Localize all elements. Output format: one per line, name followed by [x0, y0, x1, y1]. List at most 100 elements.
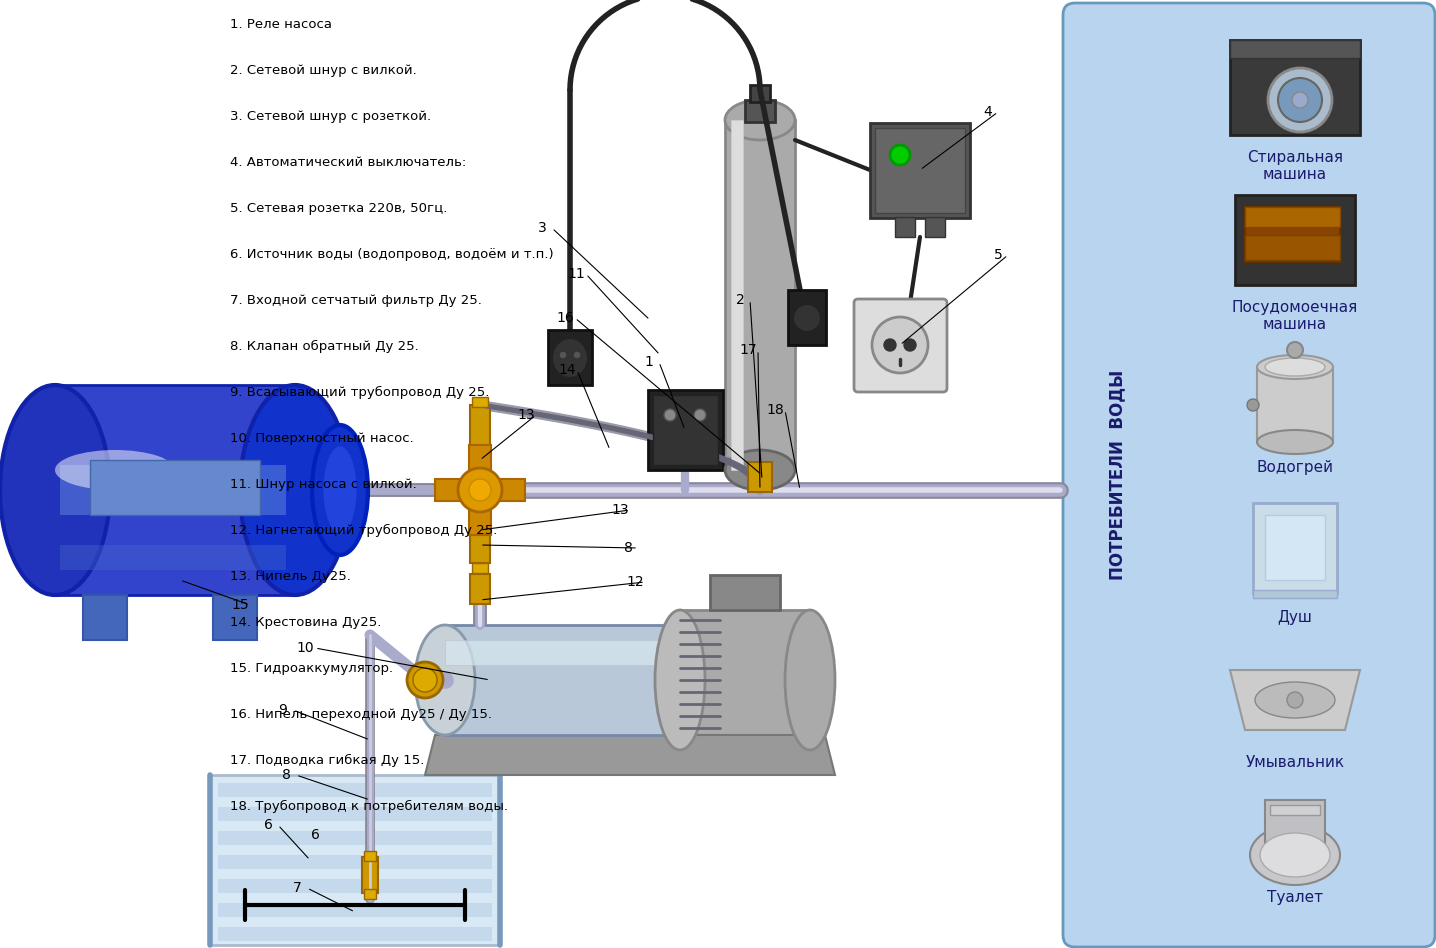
Text: 15: 15: [231, 598, 248, 612]
Text: 17. Подводка гибкая Ду 15.: 17. Подводка гибкая Ду 15.: [230, 754, 425, 767]
Ellipse shape: [645, 625, 705, 735]
Circle shape: [573, 351, 582, 359]
FancyBboxPatch shape: [60, 545, 286, 570]
FancyBboxPatch shape: [218, 807, 493, 821]
Ellipse shape: [1249, 825, 1340, 885]
FancyBboxPatch shape: [875, 128, 965, 213]
FancyBboxPatch shape: [1254, 503, 1337, 593]
Text: 13: 13: [517, 408, 534, 422]
FancyBboxPatch shape: [218, 879, 493, 893]
FancyBboxPatch shape: [750, 85, 770, 102]
Ellipse shape: [1256, 430, 1333, 454]
Text: 8: 8: [281, 768, 290, 782]
Text: 7: 7: [293, 881, 302, 895]
FancyBboxPatch shape: [1231, 40, 1360, 58]
FancyBboxPatch shape: [472, 397, 488, 407]
Text: Туалет: Туалет: [1267, 890, 1323, 905]
Circle shape: [663, 409, 676, 421]
FancyBboxPatch shape: [470, 445, 491, 535]
Circle shape: [1278, 78, 1323, 122]
Circle shape: [885, 339, 896, 351]
FancyBboxPatch shape: [1256, 367, 1333, 442]
FancyBboxPatch shape: [1245, 207, 1340, 262]
Circle shape: [458, 468, 503, 512]
Text: 1. Реле насоса: 1. Реле насоса: [230, 18, 332, 31]
Text: 9: 9: [279, 703, 287, 717]
Text: ПОТРЕБИТЕЛИ  ВОДЫ: ПОТРЕБИТЕЛИ ВОДЫ: [1109, 370, 1126, 580]
Circle shape: [872, 317, 928, 373]
Ellipse shape: [415, 625, 475, 735]
Polygon shape: [1231, 670, 1360, 730]
Ellipse shape: [1256, 355, 1333, 379]
FancyBboxPatch shape: [1265, 515, 1325, 580]
FancyBboxPatch shape: [445, 640, 675, 665]
Text: 6: 6: [264, 818, 273, 832]
Ellipse shape: [312, 425, 368, 555]
Text: 4. Автоматический выключатель:: 4. Автоматический выключатель:: [230, 156, 467, 169]
Text: 13. Нипель Ду25.: 13. Нипель Ду25.: [230, 570, 350, 583]
FancyBboxPatch shape: [470, 574, 490, 604]
Text: 18: 18: [767, 403, 784, 417]
Text: 14: 14: [559, 363, 576, 377]
FancyBboxPatch shape: [1254, 590, 1337, 598]
FancyBboxPatch shape: [1235, 195, 1356, 285]
FancyBboxPatch shape: [748, 462, 773, 492]
FancyBboxPatch shape: [218, 927, 493, 941]
FancyBboxPatch shape: [472, 563, 488, 573]
Text: 14. Крестовина Ду25.: 14. Крестовина Ду25.: [230, 616, 382, 629]
Circle shape: [890, 145, 910, 165]
Text: 15. Гидроаккумулятор.: 15. Гидроаккумулятор.: [230, 662, 393, 675]
FancyBboxPatch shape: [83, 595, 126, 640]
Text: 9. Всасывающий трубопровод Ду 25.: 9. Всасывающий трубопровод Ду 25.: [230, 386, 490, 399]
FancyBboxPatch shape: [549, 330, 592, 385]
Text: 10. Поверхностный насос.: 10. Поверхностный насос.: [230, 432, 414, 445]
FancyBboxPatch shape: [745, 100, 775, 122]
Ellipse shape: [1255, 682, 1335, 718]
Text: 16. Нипель переходной Ду25 / Ду 15.: 16. Нипель переходной Ду25 / Ду 15.: [230, 708, 493, 721]
Ellipse shape: [551, 338, 587, 378]
Text: 5. Сетевая розетка 220в, 50гц.: 5. Сетевая розетка 220в, 50гц.: [230, 202, 448, 215]
Ellipse shape: [655, 610, 705, 750]
FancyBboxPatch shape: [472, 510, 488, 520]
FancyBboxPatch shape: [1265, 800, 1325, 848]
FancyBboxPatch shape: [363, 889, 376, 899]
Text: 4: 4: [984, 105, 992, 119]
FancyBboxPatch shape: [653, 395, 718, 465]
Text: Водогрей: Водогрей: [1256, 460, 1334, 475]
FancyBboxPatch shape: [362, 857, 378, 893]
FancyBboxPatch shape: [895, 217, 915, 237]
FancyBboxPatch shape: [870, 123, 969, 218]
FancyBboxPatch shape: [681, 610, 810, 750]
FancyBboxPatch shape: [90, 460, 260, 515]
Text: 6. Источник воды (водопровод, водоём и т.п.): 6. Источник воды (водопровод, водоём и т…: [230, 248, 554, 261]
Ellipse shape: [322, 445, 358, 535]
Ellipse shape: [1265, 358, 1325, 376]
FancyBboxPatch shape: [725, 120, 796, 470]
Text: 13: 13: [612, 503, 629, 517]
Text: Душ: Душ: [1278, 610, 1313, 625]
Text: 2. Сетевой шнур с вилкой.: 2. Сетевой шнур с вилкой.: [230, 64, 416, 77]
Circle shape: [1268, 68, 1333, 132]
FancyBboxPatch shape: [1231, 40, 1360, 135]
Circle shape: [406, 662, 442, 698]
Ellipse shape: [725, 450, 796, 490]
FancyBboxPatch shape: [709, 575, 780, 610]
Text: Посудомоечная
машина: Посудомоечная машина: [1232, 300, 1358, 333]
Text: 12. Нагнетающий трубопровод Ду 25.: 12. Нагнетающий трубопровод Ду 25.: [230, 524, 497, 538]
Text: 11. Шнур насоса с вилкой.: 11. Шнур насоса с вилкой.: [230, 478, 416, 491]
Ellipse shape: [240, 385, 350, 595]
Ellipse shape: [785, 610, 834, 750]
FancyBboxPatch shape: [213, 595, 257, 640]
FancyBboxPatch shape: [218, 903, 493, 917]
Circle shape: [1287, 692, 1302, 708]
FancyBboxPatch shape: [470, 405, 490, 445]
Circle shape: [1246, 399, 1259, 411]
Circle shape: [1287, 342, 1302, 358]
FancyBboxPatch shape: [60, 465, 286, 515]
Text: 5: 5: [994, 248, 1002, 262]
Text: 10: 10: [296, 641, 314, 655]
FancyBboxPatch shape: [470, 518, 490, 563]
Text: 17: 17: [740, 343, 757, 357]
Text: 3. Сетевой шнур с розеткой.: 3. Сетевой шнур с розеткой.: [230, 110, 431, 123]
FancyBboxPatch shape: [218, 783, 493, 797]
